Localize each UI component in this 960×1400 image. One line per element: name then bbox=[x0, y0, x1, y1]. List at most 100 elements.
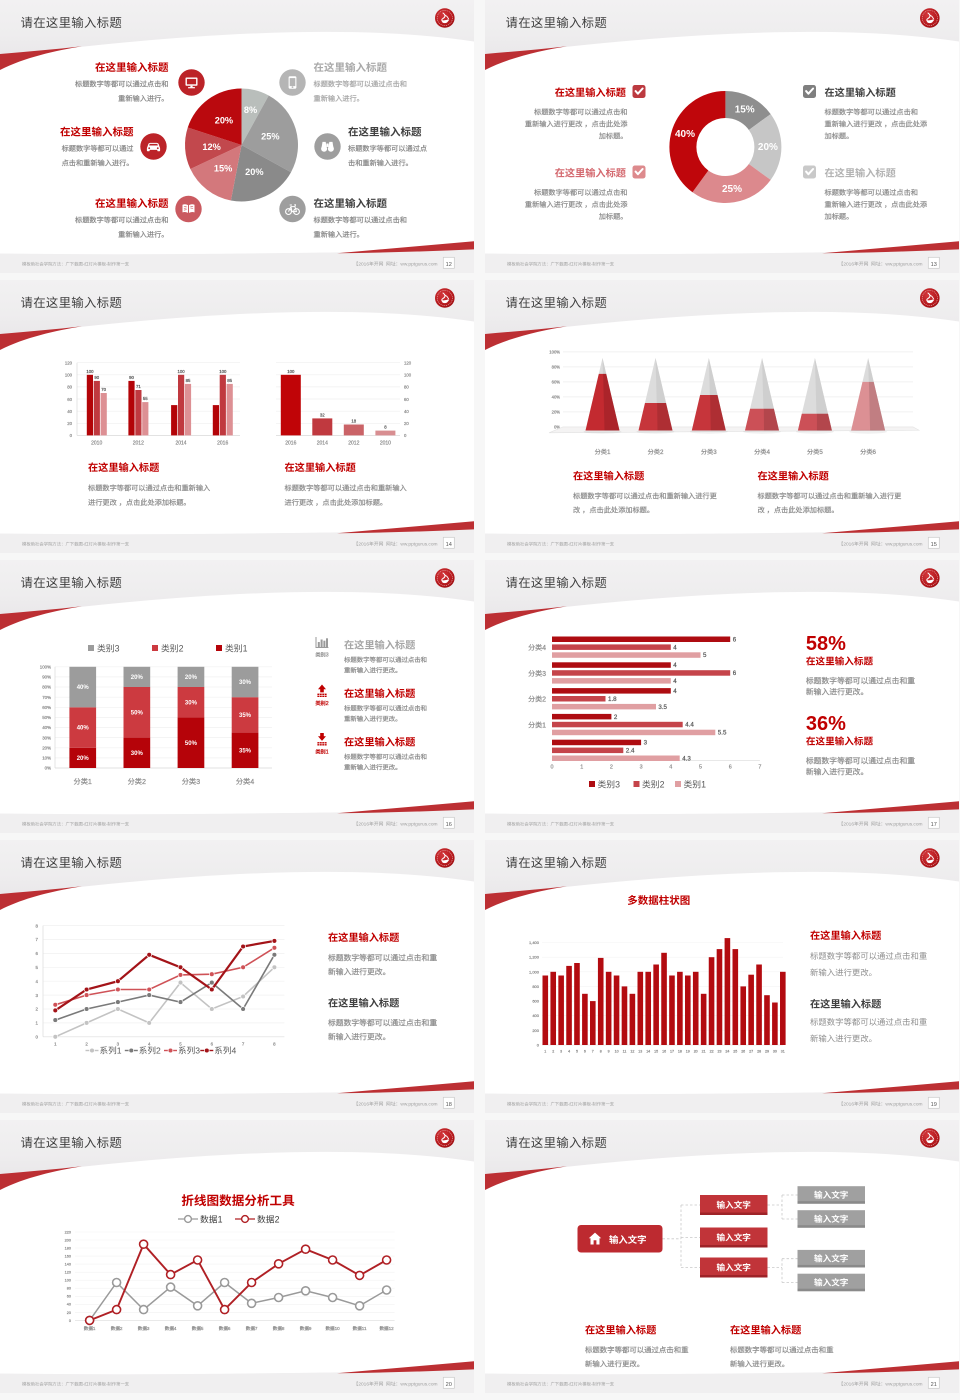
svg-text:800: 800 bbox=[532, 984, 539, 990]
svg-text:在这里输入标题: 在这里输入标题 bbox=[95, 60, 169, 75]
svg-text:16: 16 bbox=[662, 1050, 666, 1055]
svg-text:标题数字等都可以通过点击和重: 标题数字等都可以通过点击和重 bbox=[585, 1345, 689, 1356]
svg-text:进行更改 ，点击此处添加标题。: 进行更改 ，点击此处添加标题。 bbox=[88, 498, 191, 508]
svg-text:折线图数据分析工具: 折线图数据分析工具 bbox=[181, 1190, 295, 1209]
svg-text:3: 3 bbox=[36, 993, 39, 999]
svg-text:17: 17 bbox=[670, 1050, 674, 1055]
svg-text:改 ，点击此处添加标题。: 改 ，点击此处添加标题。 bbox=[573, 506, 654, 516]
svg-text:新输入进行更改。: 新输入进行更改。 bbox=[730, 1359, 789, 1370]
svg-text:15: 15 bbox=[654, 1050, 658, 1055]
svg-text:100: 100 bbox=[219, 369, 227, 375]
svg-text:120: 120 bbox=[404, 361, 412, 367]
svg-text:60%: 60% bbox=[552, 380, 561, 386]
svg-text:6: 6 bbox=[584, 1050, 586, 1055]
svg-text:120: 120 bbox=[65, 361, 73, 367]
svg-text:分类2: 分类2 bbox=[528, 695, 546, 705]
svg-text:6: 6 bbox=[729, 763, 732, 771]
svg-text:2.4: 2.4 bbox=[626, 746, 635, 755]
svg-text:标题数字等都可以通过点击和: 标题数字等都可以通过点击和 bbox=[344, 752, 427, 761]
svg-text:重新输入进行更改。: 重新输入进行更改。 bbox=[344, 762, 402, 771]
svg-text:13: 13 bbox=[931, 260, 937, 268]
svg-text:标题数字等都可以通过点击和: 标题数字等都可以通过点击和 bbox=[825, 108, 918, 118]
svg-text:20: 20 bbox=[67, 421, 72, 427]
svg-text:重新输入进行。: 重新输入进行。 bbox=[118, 230, 168, 240]
svg-text:标题数字等都可以通过点击和重: 标题数字等都可以通过点击和重 bbox=[810, 950, 927, 962]
svg-text:15%: 15% bbox=[214, 161, 232, 175]
svg-text:标题数字等都可以通过点击和重: 标题数字等都可以通过点击和重 bbox=[806, 676, 915, 687]
svg-text:分类3: 分类3 bbox=[182, 777, 200, 787]
svg-text:12: 12 bbox=[630, 1050, 634, 1055]
svg-text:重新输入进行更改 ，点击此处添: 重新输入进行更改 ，点击此处添 bbox=[825, 120, 928, 130]
svg-text:数据5: 数据5 bbox=[192, 1326, 204, 1332]
svg-text:进行更改 ，点击此处添加标题。: 进行更改 ，点击此处添加标题。 bbox=[285, 498, 388, 508]
svg-text:在这里输入标题: 在这里输入标题 bbox=[555, 165, 626, 180]
svg-text:32: 32 bbox=[320, 412, 325, 418]
svg-text:标题数字等都可以通过点: 标题数字等都可以通过点 bbox=[348, 144, 427, 154]
svg-text:90%: 90% bbox=[42, 675, 51, 681]
svg-text:0: 0 bbox=[36, 1035, 39, 1041]
svg-text:标题数字等都可以通过点击和: 标题数字等都可以通过点击和 bbox=[534, 188, 627, 198]
svg-text:5.5: 5.5 bbox=[718, 728, 727, 737]
svg-text:60: 60 bbox=[404, 397, 409, 403]
svg-text:在这里输入标题: 在这里输入标题 bbox=[328, 929, 399, 944]
svg-text:20: 20 bbox=[404, 421, 409, 427]
svg-text:数据10: 数据10 bbox=[325, 1326, 340, 1332]
svg-text:1: 1 bbox=[580, 763, 583, 771]
svg-text:40%: 40% bbox=[77, 723, 90, 732]
svg-text:重新输入进行更改。: 重新输入进行更改。 bbox=[344, 714, 402, 723]
svg-text:2: 2 bbox=[552, 1050, 554, 1055]
svg-text:19: 19 bbox=[931, 1100, 937, 1108]
svg-text:12%: 12% bbox=[202, 139, 220, 153]
svg-text:100: 100 bbox=[404, 373, 412, 379]
svg-text:标题数字等都可以通过点击和重新输入进行更: 标题数字等都可以通过点击和重新输入进行更 bbox=[758, 492, 902, 502]
svg-text:输入文字: 输入文字 bbox=[814, 1213, 849, 1225]
svg-text:在这里输入标题: 在这里输入标题 bbox=[328, 995, 399, 1010]
svg-text:50%: 50% bbox=[185, 738, 198, 747]
svg-text:类别1: 类别1 bbox=[684, 778, 707, 791]
svg-text:2016: 2016 bbox=[217, 440, 228, 447]
svg-text:在这里输入标题: 在这里输入标题 bbox=[344, 685, 415, 700]
svg-text:3: 3 bbox=[117, 1042, 120, 1048]
svg-text:数据3: 数据3 bbox=[138, 1326, 150, 1332]
svg-text:21: 21 bbox=[702, 1050, 706, 1055]
svg-text:1,000: 1,000 bbox=[529, 969, 540, 975]
svg-text:标题数字等都可以通过点击和重新输入进行更: 标题数字等都可以通过点击和重新输入进行更 bbox=[573, 492, 717, 502]
svg-text:标题数字等都可以通过点击和: 标题数字等都可以通过点击和 bbox=[314, 216, 407, 226]
svg-text:40%: 40% bbox=[552, 395, 561, 401]
svg-text:标题数字等都可以通过点击和: 标题数字等都可以通过点击和 bbox=[344, 704, 427, 713]
svg-text:在这里输入标题: 在这里输入标题 bbox=[60, 125, 134, 140]
svg-text:1,200: 1,200 bbox=[529, 955, 540, 961]
svg-text:100%: 100% bbox=[40, 665, 51, 671]
svg-text:数据1: 数据1 bbox=[200, 1213, 223, 1226]
svg-text:标题数字等都可以通过点击和: 标题数字等都可以通过点击和 bbox=[75, 216, 168, 226]
svg-text:15: 15 bbox=[931, 540, 937, 548]
svg-text:击和重新输入进行。: 击和重新输入进行。 bbox=[348, 159, 413, 169]
svg-text:30%: 30% bbox=[185, 697, 198, 706]
svg-text:3: 3 bbox=[644, 738, 648, 747]
svg-text:20%: 20% bbox=[758, 138, 778, 153]
svg-text:100: 100 bbox=[86, 369, 94, 375]
svg-text:输入文字: 输入文字 bbox=[814, 1189, 849, 1201]
svg-text:新输入进行更改。: 新输入进行更改。 bbox=[810, 967, 877, 979]
svg-text:在这里输入标题: 在这里输入标题 bbox=[806, 734, 874, 748]
svg-text:4.4: 4.4 bbox=[685, 720, 694, 729]
svg-text:2016: 2016 bbox=[285, 440, 296, 447]
svg-text:6: 6 bbox=[211, 1042, 214, 1048]
svg-text:4: 4 bbox=[673, 686, 677, 695]
svg-text:数据1: 数据1 bbox=[84, 1326, 96, 1332]
svg-text:在这里输入标题: 在这里输入标题 bbox=[825, 84, 896, 99]
svg-text:标题数字等都可以通过点击和: 标题数字等都可以通过点击和 bbox=[344, 655, 427, 664]
svg-text:7: 7 bbox=[592, 1050, 594, 1055]
svg-text:输入文字: 输入文字 bbox=[717, 1232, 752, 1244]
svg-text:4.3: 4.3 bbox=[682, 753, 691, 762]
svg-text:18: 18 bbox=[678, 1050, 682, 1055]
svg-text:22: 22 bbox=[710, 1050, 714, 1055]
svg-text:5: 5 bbox=[36, 965, 39, 971]
svg-text:400: 400 bbox=[532, 1013, 539, 1019]
svg-text:40: 40 bbox=[67, 409, 72, 415]
svg-text:数据2: 数据2 bbox=[111, 1326, 123, 1332]
svg-text:58%: 58% bbox=[806, 627, 846, 656]
svg-text:35%: 35% bbox=[239, 710, 252, 719]
svg-text:40%: 40% bbox=[675, 125, 695, 140]
svg-text:28: 28 bbox=[757, 1050, 761, 1055]
